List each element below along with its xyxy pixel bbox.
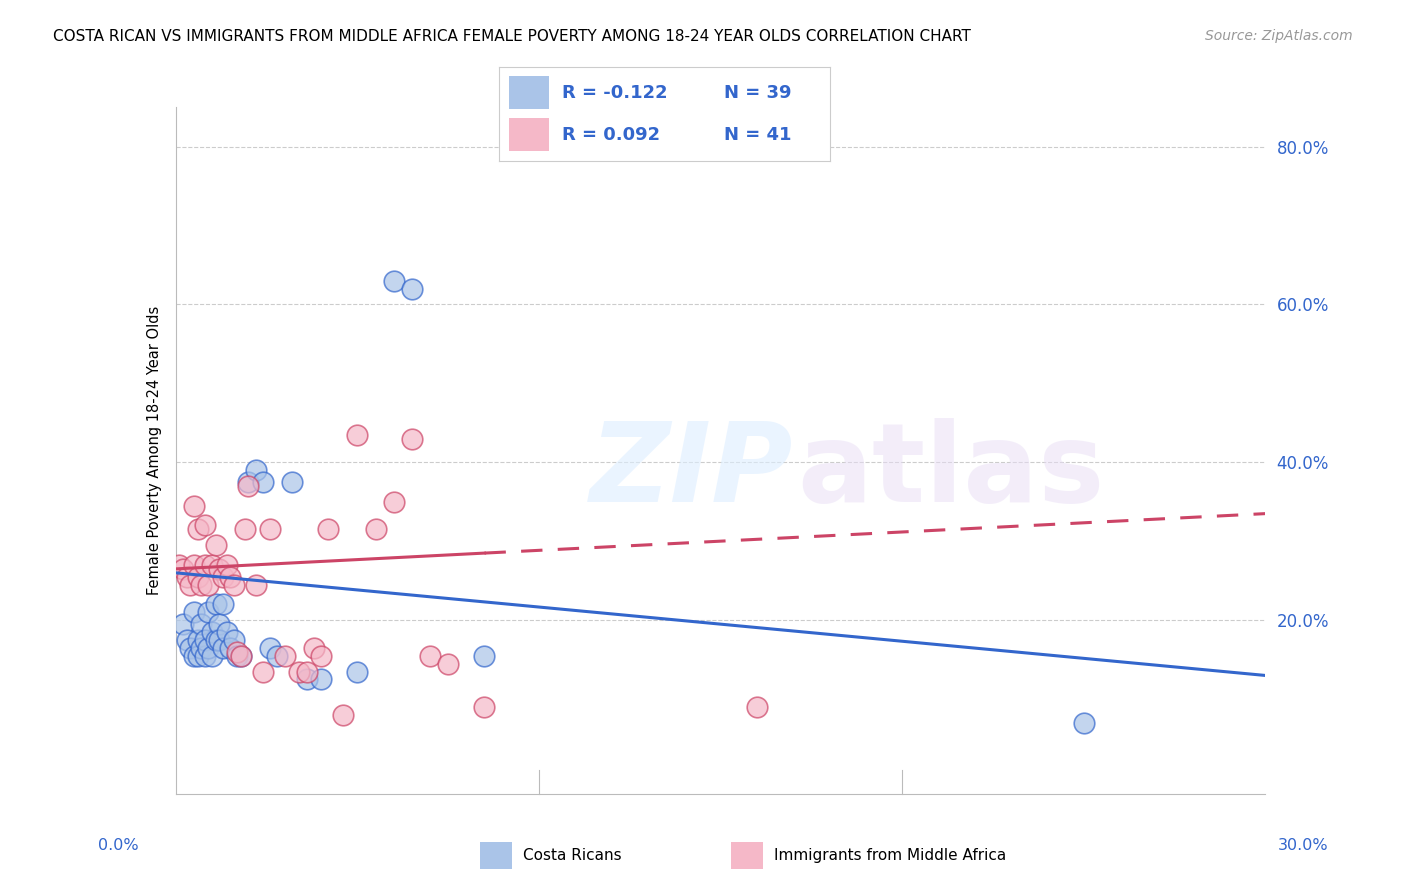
Bar (479, 842, 512, 869)
Point (274, 648, 297, 663)
Point (382, 274, 405, 288)
Point (226, 645, 249, 659)
Point (252, 475, 274, 489)
Point (201, 558, 224, 572)
Point (401, 432, 423, 446)
Text: 0.0%: 0.0% (98, 838, 139, 853)
Point (245, 463, 267, 477)
Point (179, 577, 201, 591)
Point (238, 475, 260, 489)
Point (186, 523, 209, 537)
Point (197, 577, 219, 591)
Point (194, 518, 217, 533)
Point (201, 648, 224, 663)
Point (474, 648, 496, 663)
Text: R = -0.122: R = -0.122 (562, 84, 668, 102)
Point (204, 538, 226, 552)
Text: COSTA RICAN VS IMMIGRANTS FROM MIDDLE AFRICA FEMALE POVERTY AMONG 18-24 YEAR OLD: COSTA RICAN VS IMMIGRANTS FROM MIDDLE AF… (53, 29, 972, 44)
Point (186, 632, 209, 647)
Point (245, 577, 267, 591)
Point (208, 617, 231, 632)
Point (186, 570, 209, 584)
Text: N = 39: N = 39 (724, 84, 792, 102)
Text: ZIP: ZIP (591, 417, 793, 524)
Point (212, 640, 235, 655)
Point (219, 640, 242, 655)
Point (226, 648, 249, 663)
Point (318, 523, 340, 537)
Text: 30.0%: 30.0% (1278, 838, 1329, 853)
Point (474, 700, 496, 714)
Point (281, 475, 304, 489)
Point (419, 648, 441, 663)
Text: Costa Ricans: Costa Ricans (523, 848, 621, 863)
Text: N = 41: N = 41 (724, 126, 792, 144)
Text: Immigrants from Middle Africa: Immigrants from Middle Africa (773, 848, 1007, 863)
Point (201, 625, 224, 640)
Text: Source: ZipAtlas.com: Source: ZipAtlas.com (1205, 29, 1353, 43)
Point (172, 617, 194, 632)
Point (212, 570, 235, 584)
Text: atlas: atlas (797, 417, 1104, 524)
Point (231, 648, 253, 663)
Point (204, 632, 226, 647)
Point (194, 632, 217, 647)
Point (215, 558, 238, 572)
Point (222, 577, 245, 591)
Point (179, 640, 201, 655)
Point (437, 657, 460, 671)
Bar (731, 842, 763, 869)
Point (295, 673, 318, 687)
Point (382, 495, 405, 509)
Point (295, 665, 318, 679)
Point (172, 562, 194, 576)
Bar (509, 119, 548, 152)
Point (197, 605, 219, 619)
Point (208, 632, 231, 647)
Point (288, 665, 311, 679)
Point (176, 570, 198, 584)
Point (190, 617, 212, 632)
Point (183, 648, 205, 663)
Point (309, 673, 332, 687)
Point (183, 605, 205, 619)
Point (401, 282, 423, 296)
Point (266, 648, 288, 663)
Point (231, 648, 253, 663)
Point (259, 640, 281, 655)
Text: R = 0.092: R = 0.092 (562, 126, 659, 144)
Point (238, 479, 260, 493)
Point (302, 640, 325, 655)
Point (208, 562, 231, 576)
Point (194, 648, 217, 663)
Point (332, 707, 354, 722)
Point (176, 632, 198, 647)
Point (219, 570, 242, 584)
Point (233, 523, 256, 537)
Point (364, 523, 387, 537)
Y-axis label: Female Poverty Among 18-24 Year Olds: Female Poverty Among 18-24 Year Olds (146, 306, 162, 595)
Point (169, 558, 191, 572)
Point (346, 427, 368, 442)
Point (215, 625, 238, 640)
Point (212, 598, 235, 612)
Point (204, 598, 226, 612)
Point (190, 577, 212, 591)
Point (259, 523, 281, 537)
Point (309, 648, 332, 663)
Point (186, 648, 209, 663)
Point (222, 632, 245, 647)
Point (745, 700, 768, 714)
Point (194, 558, 217, 572)
Point (252, 665, 274, 679)
Point (183, 558, 205, 572)
Point (183, 499, 205, 513)
Point (1073, 715, 1095, 730)
Point (346, 665, 368, 679)
Point (197, 640, 219, 655)
Point (190, 640, 212, 655)
Bar (509, 77, 548, 109)
